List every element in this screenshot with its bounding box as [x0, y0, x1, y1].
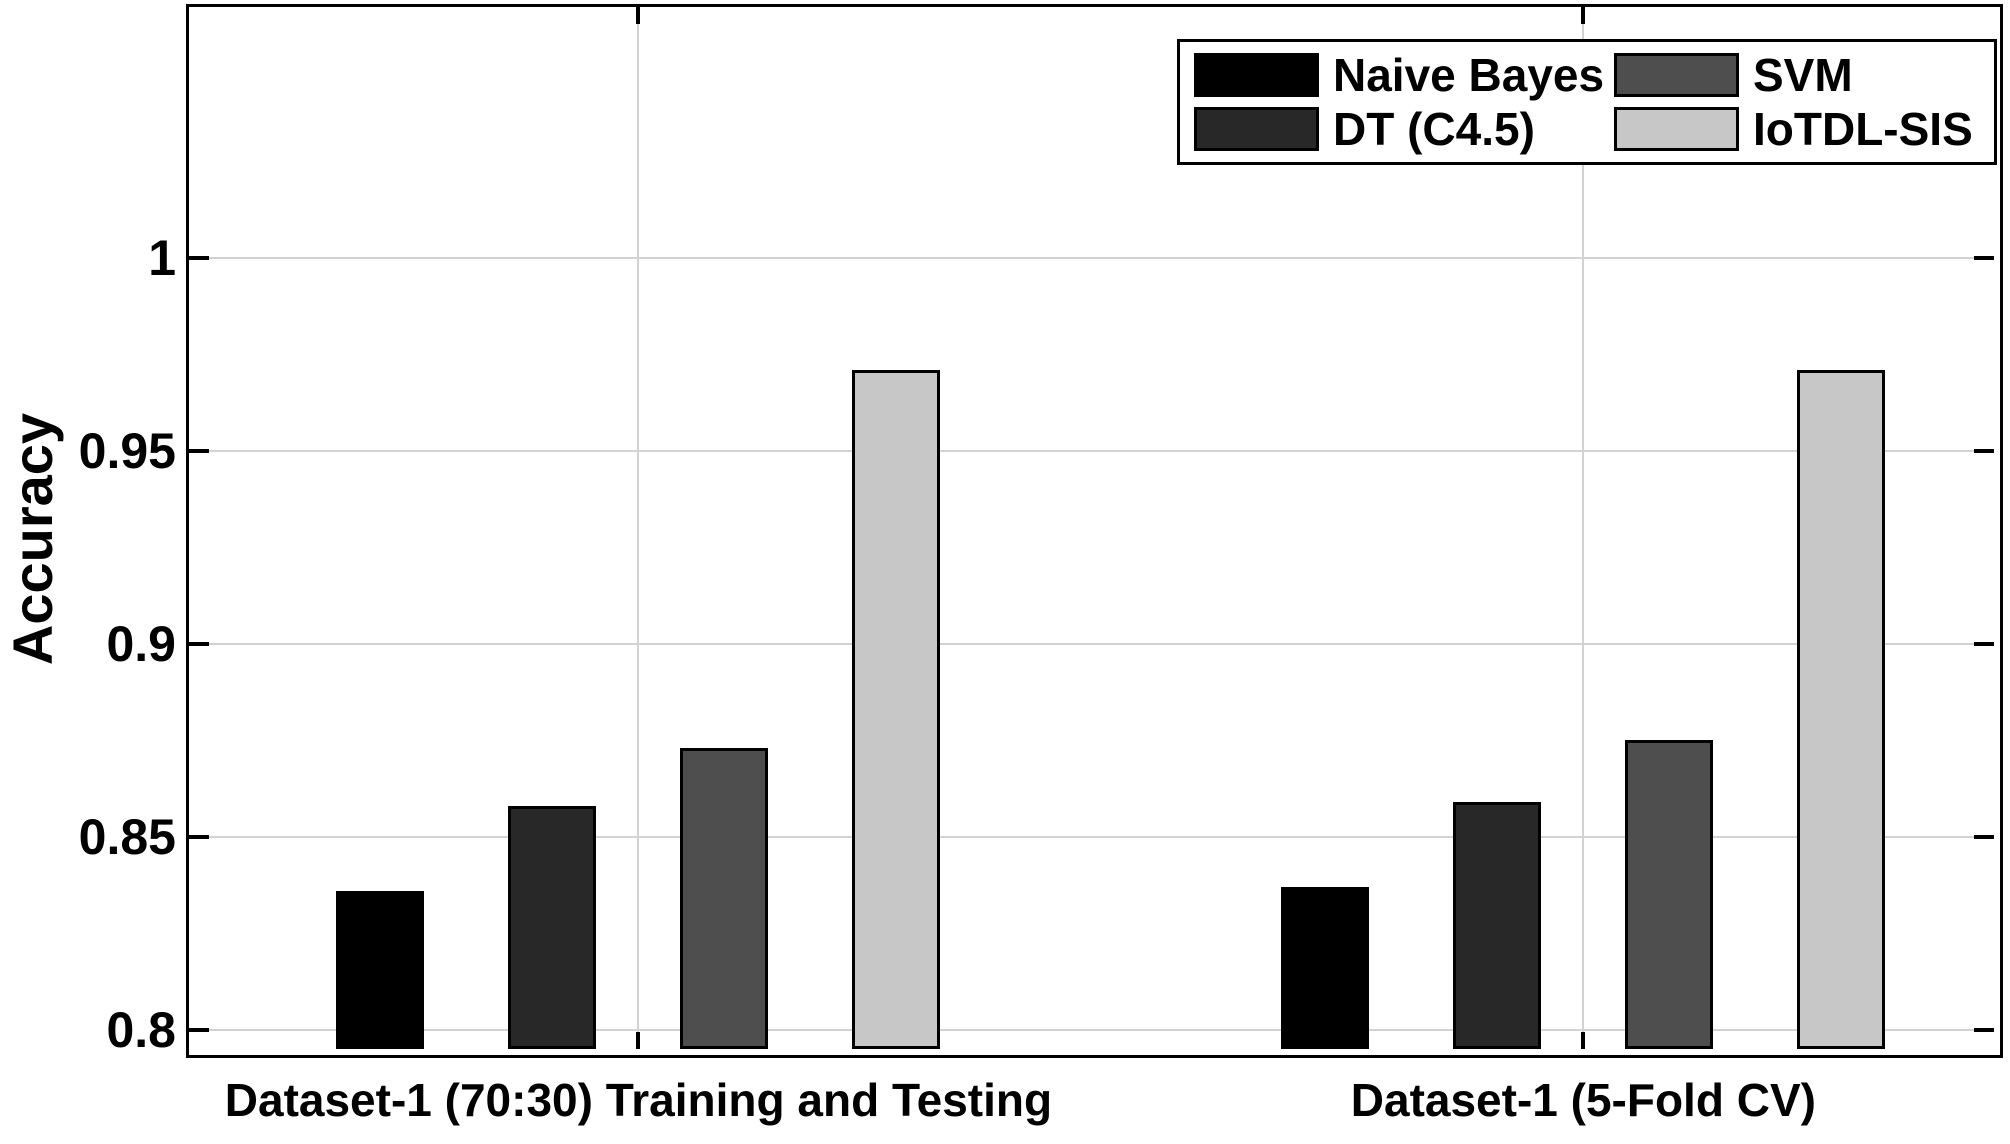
y-tick-label: 1	[148, 229, 176, 286]
y-tick-right	[1974, 448, 1994, 453]
bar-svm-group1	[680, 747, 769, 1049]
y-tick-left	[189, 255, 209, 260]
legend-swatch-naive-bayes	[1194, 53, 1319, 97]
x-tick-bottom	[1581, 1032, 1586, 1049]
y-tick-label: 0.9	[106, 615, 176, 672]
legend-label-dt-c4-5: DT (C4.5)	[1333, 103, 1535, 155]
y-tick-left	[189, 641, 209, 646]
y-tick-left	[189, 1027, 209, 1032]
bar-svm-group2	[1625, 740, 1714, 1049]
x-tick-bottom	[636, 1032, 641, 1049]
y-tick-right	[1974, 1027, 1994, 1032]
y-tick-left	[189, 448, 209, 453]
y-tick-label: 0.85	[78, 808, 176, 865]
legend-label-iotdl-sis: IoTDL-SIS	[1753, 103, 1973, 155]
y-tick-right	[1974, 255, 1994, 260]
plot-canvas	[189, 7, 1994, 1049]
bar-naive-bayes-group1	[336, 890, 425, 1049]
x-category-label-1: Dataset-1 (70:30) Training and Testing	[224, 1074, 1053, 1126]
legend-item-iotdl-sis: IoTDL-SIS	[1614, 106, 1988, 152]
bar-iotdl-sis-group2	[1797, 369, 1886, 1049]
x-tick-top	[1581, 7, 1586, 24]
y-tick-right	[1974, 641, 1994, 646]
h-gridline	[189, 449, 1994, 452]
y-tick-left	[189, 834, 209, 839]
legend-label-svm: SVM	[1753, 49, 1853, 101]
h-gridline	[189, 1028, 1994, 1031]
y-tick-label: 0.95	[78, 422, 176, 479]
y-tick-label: 0.8	[106, 1001, 176, 1058]
legend-swatch-svm	[1614, 53, 1739, 97]
bar-dt-c4-5-group2	[1453, 802, 1542, 1049]
h-gridline	[189, 642, 1994, 645]
x-category-label-2: Dataset-1 (5-Fold CV)	[1350, 1074, 1816, 1126]
v-gridline	[637, 7, 640, 1049]
v-gridline	[1582, 7, 1585, 1049]
h-gridline	[189, 256, 1994, 259]
legend-item-dt-c4-5: DT (C4.5)	[1194, 106, 1614, 152]
legend-swatch-iotdl-sis	[1614, 107, 1739, 151]
h-gridline	[189, 835, 1994, 838]
plot-area	[186, 4, 2003, 1058]
y-tick-right	[1974, 834, 1994, 839]
legend-label-naive-bayes: Naive Bayes	[1333, 49, 1605, 101]
legend-item-svm: SVM	[1614, 52, 1988, 98]
legend-swatch-dt-c4-5	[1194, 107, 1319, 151]
legend-item-naive-bayes: Naive Bayes	[1194, 52, 1614, 98]
bar-iotdl-sis-group1	[852, 369, 941, 1049]
legend: Naive Bayes DT (C4.5) SVM IoTDL-SIS	[1177, 39, 1997, 165]
x-tick-top	[636, 7, 641, 24]
bar-naive-bayes-group2	[1281, 886, 1370, 1049]
bar-dt-c4-5-group1	[508, 805, 597, 1049]
